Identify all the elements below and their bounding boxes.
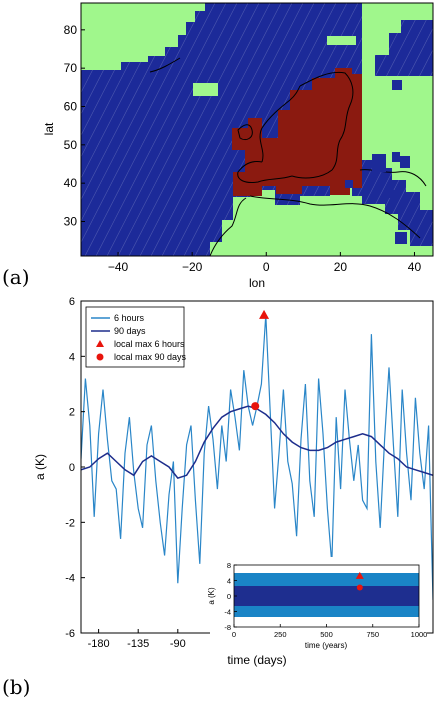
local-max-90-days-marker (251, 402, 260, 411)
map-area (0, 3, 433, 256)
ts-ylabel: a (K) (33, 454, 47, 480)
inset-axes: 0 250 500 750 1000 -8 -4 0 4 8 (224, 561, 427, 639)
inset-xtick-label: 0 (232, 630, 236, 639)
inset-ytick-label: 4 (227, 577, 231, 586)
ts-ytick-label: -2 (65, 517, 75, 529)
inset-ytick-label: -4 (224, 608, 231, 617)
inland-water (345, 80, 410, 244)
hatch-line (106, 3, 238, 256)
land-africa (210, 186, 433, 256)
land-masses (81, 3, 433, 256)
legend-swatch-local-max-6-hours (96, 340, 104, 347)
map-xtick-label: −20 (182, 260, 203, 274)
map-xtick-label: 20 (334, 260, 348, 274)
panel-label-b: (b) (2, 675, 31, 699)
map-ytick-label: 30 (64, 215, 78, 229)
inset-xtick-label: 250 (274, 630, 287, 639)
ts-xtick-label: -180 (88, 638, 110, 650)
ts-ytick-label: -6 (65, 628, 75, 640)
hatch-line (0, 3, 72, 256)
hatch-line (0, 3, 28, 256)
map-axes: −40 −20 0 20 40 30 40 50 60 70 80 (64, 23, 422, 274)
region-europe (232, 68, 362, 196)
hatch-line (205, 3, 337, 256)
land-svalbard (327, 36, 356, 45)
hatch-line (84, 3, 216, 256)
hatch-line (0, 3, 39, 256)
map-ytick-label: 60 (64, 100, 78, 114)
ts-ytick-label: -4 (65, 573, 75, 585)
ts-ytick-label: 4 (69, 351, 75, 363)
inset-ytick-label: 0 (227, 592, 231, 601)
land-greenland (81, 3, 205, 70)
hatch-line (381, 156, 433, 256)
inset-xlabel: time (years) (305, 641, 348, 650)
hatch-line (139, 3, 271, 256)
legend-label-6-hours: 6 hours (114, 313, 145, 323)
inset-xtick-label: 750 (366, 630, 379, 639)
ts-xtick-label: -90 (170, 638, 186, 650)
map-ytick-label: 70 (64, 61, 78, 75)
panel-label-a: (a) (2, 265, 30, 289)
map-ytick-label: 80 (64, 23, 78, 37)
inset-xtick-label: 500 (320, 630, 333, 639)
ts-ytick-label: 2 (69, 407, 75, 419)
hatch-line (128, 3, 260, 256)
plot-area (81, 309, 433, 600)
land-iceland (193, 83, 218, 96)
hatch-line (95, 3, 227, 256)
map-xtick-label: 40 (408, 260, 422, 274)
inset-ytick-label: 8 (227, 561, 231, 570)
map-xlabel: lon (249, 276, 265, 290)
legend-label-local-max-6-hours: local max 6 hours (114, 339, 185, 349)
ts-xtick-label: -135 (127, 638, 149, 650)
hatch-line (0, 3, 6, 256)
legend-label-90-days: 90 days (114, 326, 146, 336)
map-ytick-label: 50 (64, 138, 78, 152)
map-xtick-label: −40 (108, 260, 129, 274)
hatch-line (403, 198, 433, 256)
inset-chart: 0 250 500 750 1000 -8 -4 0 4 8 time (years) a (K) (207, 557, 427, 652)
legend-label-local-max-90-days: local max 90 days (114, 352, 187, 362)
legend: 6 hours 90 days local max 6 hours local … (85, 306, 187, 368)
map-xtick-label: 0 (263, 260, 270, 274)
map-ylabel: lat (42, 122, 56, 135)
hatch-line (117, 3, 249, 256)
inset-ylabel: a (K) (207, 587, 216, 605)
local-max-6-hours-marker (259, 309, 270, 319)
legend-swatch-local-max-90-days (96, 353, 104, 361)
hatch-line (0, 3, 17, 256)
ts-ytick-label: 6 (69, 296, 75, 308)
map-ytick-label: 40 (64, 176, 78, 190)
ts-ytick-label: 0 (69, 462, 75, 474)
hatch-line (392, 177, 433, 256)
hatch-line (150, 3, 282, 256)
land-north-russia (362, 3, 433, 76)
ts-xlabel: time (days) (227, 653, 286, 667)
inset-band-inner (234, 586, 419, 606)
coastlines (149, 57, 427, 256)
hatch-line (370, 134, 433, 256)
hatch-line (161, 3, 293, 256)
inset-xtick-label: 1000 (411, 630, 428, 639)
inset-local-max-90-days-marker (356, 584, 363, 591)
map-frame (80, 2, 434, 257)
land-russia (362, 76, 433, 210)
inset-local-max-6-hours-marker (355, 571, 364, 579)
inset-ytick-label: -8 (224, 623, 231, 632)
map-panel: −40 −20 0 20 40 30 40 50 60 70 80 lon lat (0, 2, 434, 290)
hatch-line (81, 3, 205, 244)
